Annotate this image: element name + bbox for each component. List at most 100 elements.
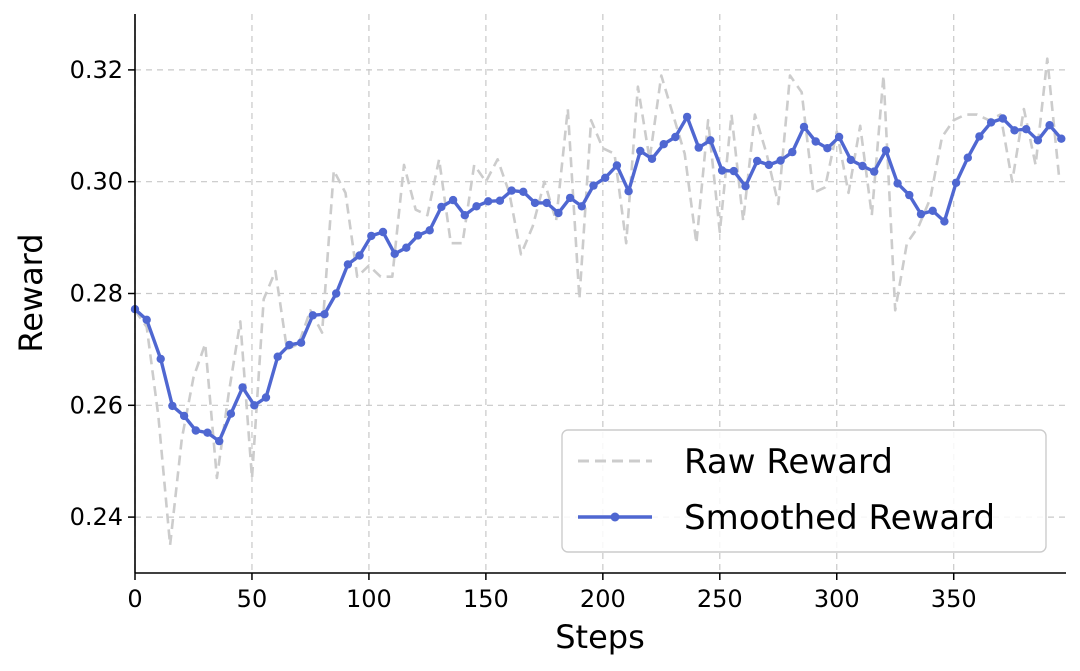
smoothed-reward-point	[694, 143, 703, 152]
smoothed-reward-point	[846, 155, 855, 165]
smoothed-reward-point	[870, 167, 879, 176]
smoothed-reward-point	[729, 166, 738, 176]
smoothed-reward-point	[215, 436, 224, 446]
smoothed-reward-point	[636, 146, 645, 156]
smoothed-reward-point	[601, 173, 610, 182]
smoothed-reward-point	[296, 338, 306, 347]
smoothed-reward-point	[1010, 126, 1019, 135]
smoothed-reward-point	[261, 393, 271, 402]
smoothed-reward-point	[682, 112, 692, 122]
smoothed-reward-point	[390, 249, 399, 258]
smoothed-reward-point	[168, 401, 177, 411]
smoothed-reward-point	[191, 426, 200, 435]
smoothed-reward-point	[753, 156, 762, 166]
y-tick-label: 0.30	[70, 168, 123, 196]
smoothed-reward-point	[858, 161, 867, 171]
smoothed-reward-point	[460, 211, 469, 220]
smoothed-reward-point	[448, 195, 458, 205]
smoothed-reward-point	[484, 197, 493, 206]
x-tick-label: 200	[580, 585, 626, 613]
smoothed-reward-point	[951, 178, 961, 187]
smoothed-reward-point	[741, 182, 750, 191]
smoothed-reward-point	[203, 428, 212, 437]
smoothed-reward-line	[133, 115, 1063, 443]
smoothed-reward-point	[834, 132, 844, 142]
smoothed-reward-point	[1033, 136, 1043, 145]
smoothed-reward-point	[998, 114, 1007, 123]
smoothed-reward-point	[226, 409, 236, 418]
smoothed-reward-point	[1021, 125, 1031, 134]
x-tick-label: 150	[463, 585, 509, 613]
y-tick-label: 0.26	[70, 391, 123, 419]
smoothed-reward-point	[495, 196, 505, 205]
smoothed-reward-point	[776, 156, 785, 165]
smoothed-reward-series	[130, 112, 1066, 446]
smoothed-reward-point	[647, 154, 657, 163]
smoothed-reward-point	[308, 311, 317, 320]
smoothed-reward-point	[764, 160, 774, 170]
smoothed-reward-point	[881, 146, 891, 155]
smoothed-reward-point	[542, 198, 551, 208]
smoothed-reward-point	[905, 190, 914, 200]
smoothed-reward-point	[811, 137, 820, 146]
smoothed-reward-point	[624, 187, 633, 196]
smoothed-reward-point	[519, 187, 528, 196]
smoothed-reward-point	[717, 166, 727, 175]
smoothed-reward-point	[413, 231, 423, 240]
smoothed-reward-point	[156, 354, 165, 364]
smoothed-reward-point	[332, 289, 341, 298]
smoothed-reward-point	[355, 251, 364, 260]
smoothed-reward-point	[928, 206, 937, 215]
x-axis-title: Steps	[555, 618, 645, 656]
smoothed-reward-point	[472, 202, 481, 211]
smoothed-reward-point	[507, 186, 516, 195]
smoothed-reward-point	[916, 209, 926, 219]
smoothed-reward-point	[577, 202, 586, 211]
smoothed-reward-point	[788, 147, 797, 157]
smoothed-reward-point	[671, 132, 680, 142]
smoothed-reward-point	[612, 161, 622, 170]
smoothed-reward-point	[378, 227, 388, 237]
smoothed-reward-point	[893, 179, 902, 188]
smoothed-reward-point	[554, 208, 563, 218]
y-axis-title: Reward	[12, 233, 50, 352]
smoothed-reward-point	[343, 260, 353, 269]
legend-smoothed-marker	[610, 512, 620, 522]
smoothed-reward-point	[250, 401, 259, 410]
legend: Raw Reward Smoothed Reward	[561, 429, 1047, 553]
y-tick-label: 0.28	[70, 280, 123, 308]
smoothed-reward-point	[367, 231, 376, 241]
smoothed-reward-point	[589, 181, 598, 190]
smoothed-reward-point	[425, 226, 434, 235]
x-tick-label: 50	[237, 585, 268, 613]
x-tick-label: 100	[346, 585, 392, 613]
smoothed-reward-point	[320, 310, 329, 319]
y-ticks: 0.24 0.26 0.28 0.30 0.32	[70, 56, 135, 531]
smoothed-reward-point	[706, 136, 715, 145]
smoothed-reward-point	[285, 340, 294, 350]
smoothed-reward-point	[963, 153, 972, 162]
x-tick-label: 300	[814, 585, 860, 613]
y-tick-label: 0.24	[70, 503, 123, 531]
x-ticks: 0 50 100 150 200 250 300 350	[127, 573, 977, 613]
smoothed-reward-point	[437, 202, 446, 212]
smoothed-reward-point	[986, 118, 996, 127]
smoothed-reward-point	[823, 144, 832, 153]
smoothed-reward-point	[273, 352, 282, 361]
y-tick-label: 0.32	[70, 56, 123, 84]
smoothed-reward-point	[659, 140, 668, 149]
smoothed-reward-point	[402, 243, 411, 252]
smoothed-reward-point	[565, 193, 575, 203]
x-tick-label: 250	[697, 585, 743, 613]
smoothed-reward-point	[530, 198, 540, 208]
smoothed-reward-point	[238, 383, 247, 392]
legend-box	[561, 429, 1047, 553]
legend-raw-label: Raw Reward	[684, 442, 893, 482]
x-tick-label: 350	[931, 585, 977, 613]
smoothed-reward-point	[179, 411, 189, 421]
legend-smoothed-label: Smoothed Reward	[684, 498, 995, 538]
smoothed-reward-point	[142, 315, 151, 324]
x-tick-label: 0	[127, 585, 142, 613]
